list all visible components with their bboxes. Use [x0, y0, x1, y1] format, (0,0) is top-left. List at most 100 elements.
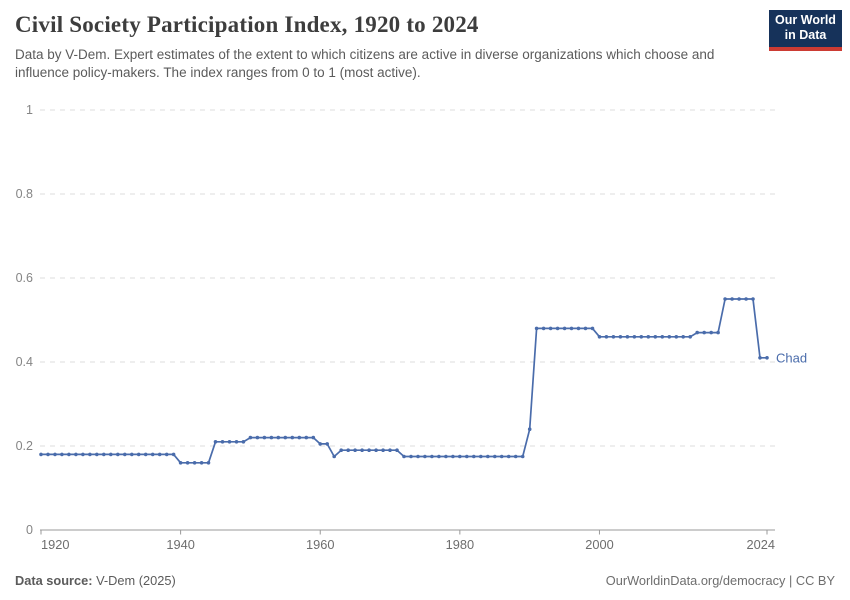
- data-point[interactable]: [751, 297, 755, 301]
- data-point[interactable]: [290, 435, 295, 440]
- data-point[interactable]: [737, 297, 741, 301]
- data-point[interactable]: [157, 452, 162, 457]
- data-point[interactable]: [171, 452, 176, 457]
- data-point[interactable]: [604, 335, 609, 339]
- data-point[interactable]: [220, 440, 225, 444]
- data-point[interactable]: [611, 335, 616, 339]
- series-line[interactable]: [41, 298, 767, 464]
- data-point[interactable]: [248, 435, 253, 440]
- data-point[interactable]: [234, 440, 239, 444]
- data-point[interactable]: [716, 330, 720, 335]
- data-point[interactable]: [667, 335, 672, 339]
- data-point[interactable]: [597, 335, 602, 339]
- data-point[interactable]: [646, 335, 651, 339]
- data-point[interactable]: [297, 435, 302, 440]
- data-point[interactable]: [269, 435, 274, 440]
- data-point[interactable]: [562, 326, 567, 331]
- data-point[interactable]: [192, 461, 197, 465]
- data-point[interactable]: [674, 335, 679, 339]
- data-point[interactable]: [402, 454, 406, 459]
- data-point[interactable]: [548, 326, 553, 331]
- data-point[interactable]: [632, 335, 637, 339]
- data-point[interactable]: [304, 435, 309, 440]
- data-point[interactable]: [639, 335, 644, 339]
- data-point[interactable]: [430, 454, 434, 459]
- data-point[interactable]: [730, 297, 734, 301]
- data-point[interactable]: [283, 435, 288, 440]
- data-point[interactable]: [332, 454, 337, 459]
- data-point[interactable]: [150, 452, 155, 457]
- data-point[interactable]: [590, 326, 595, 331]
- data-point[interactable]: [576, 326, 581, 331]
- data-point[interactable]: [130, 452, 134, 457]
- data-point[interactable]: [143, 452, 148, 457]
- data-point[interactable]: [555, 326, 560, 331]
- data-point[interactable]: [506, 454, 511, 459]
- data-point[interactable]: [360, 448, 364, 453]
- data-point[interactable]: [388, 448, 392, 453]
- data-point[interactable]: [653, 335, 658, 339]
- data-point[interactable]: [123, 452, 127, 457]
- data-point[interactable]: [116, 452, 120, 457]
- data-point[interactable]: [353, 448, 357, 453]
- data-point[interactable]: [199, 461, 204, 465]
- data-point[interactable]: [423, 454, 427, 459]
- data-point[interactable]: [67, 452, 71, 457]
- data-point[interactable]: [381, 448, 385, 453]
- data-point[interactable]: [255, 435, 260, 440]
- data-point[interactable]: [178, 461, 183, 465]
- data-point[interactable]: [458, 454, 462, 459]
- data-point[interactable]: [499, 454, 504, 459]
- data-point[interactable]: [339, 448, 344, 453]
- chart-plot[interactable]: 0 0.2 0.4 0.6 0.8 1 1920 1940 1960 1980 2000 2024 Ch…: [0, 100, 850, 570]
- data-point[interactable]: [444, 454, 448, 459]
- data-point[interactable]: [758, 356, 762, 360]
- data-point[interactable]: [527, 427, 532, 432]
- data-point[interactable]: [416, 454, 420, 459]
- data-point[interactable]: [451, 454, 455, 459]
- data-point[interactable]: [409, 454, 413, 459]
- data-point[interactable]: [723, 297, 727, 301]
- data-point[interactable]: [534, 326, 539, 331]
- series-end-label[interactable]: Chad: [776, 350, 807, 365]
- data-point[interactable]: [479, 454, 483, 459]
- data-point[interactable]: [367, 448, 371, 453]
- data-point[interactable]: [109, 452, 113, 457]
- data-point[interactable]: [311, 435, 316, 440]
- data-point[interactable]: [213, 440, 218, 444]
- data-point[interactable]: [276, 435, 281, 440]
- data-point[interactable]: [625, 335, 630, 339]
- data-point[interactable]: [227, 440, 232, 444]
- data-point[interactable]: [437, 454, 441, 459]
- data-point[interactable]: [164, 452, 169, 457]
- data-point[interactable]: [74, 452, 78, 457]
- data-point[interactable]: [102, 452, 106, 457]
- data-point[interactable]: [374, 448, 378, 453]
- data-point[interactable]: [688, 335, 692, 339]
- data-point[interactable]: [395, 448, 399, 453]
- data-point[interactable]: [618, 335, 623, 339]
- data-point[interactable]: [472, 454, 476, 459]
- data-point[interactable]: [53, 452, 57, 457]
- data-point[interactable]: [241, 440, 246, 444]
- data-point[interactable]: [39, 452, 43, 457]
- data-point[interactable]: [465, 454, 469, 459]
- data-point[interactable]: [569, 326, 574, 331]
- data-point[interactable]: [318, 442, 323, 446]
- data-point[interactable]: [46, 452, 50, 457]
- data-point[interactable]: [185, 461, 190, 465]
- data-point[interactable]: [60, 452, 64, 457]
- data-point[interactable]: [136, 452, 141, 457]
- data-point[interactable]: [346, 448, 351, 453]
- data-point[interactable]: [744, 297, 748, 301]
- data-point[interactable]: [262, 435, 267, 440]
- data-point[interactable]: [660, 335, 665, 339]
- data-point[interactable]: [702, 330, 706, 335]
- data-point[interactable]: [88, 452, 92, 457]
- owid-license-link[interactable]: OurWorldinData.org/democracy | CC BY: [605, 573, 835, 588]
- data-point[interactable]: [493, 454, 497, 459]
- data-point[interactable]: [206, 461, 211, 465]
- data-point[interactable]: [765, 356, 769, 360]
- data-point[interactable]: [541, 326, 546, 331]
- data-point[interactable]: [81, 452, 85, 457]
